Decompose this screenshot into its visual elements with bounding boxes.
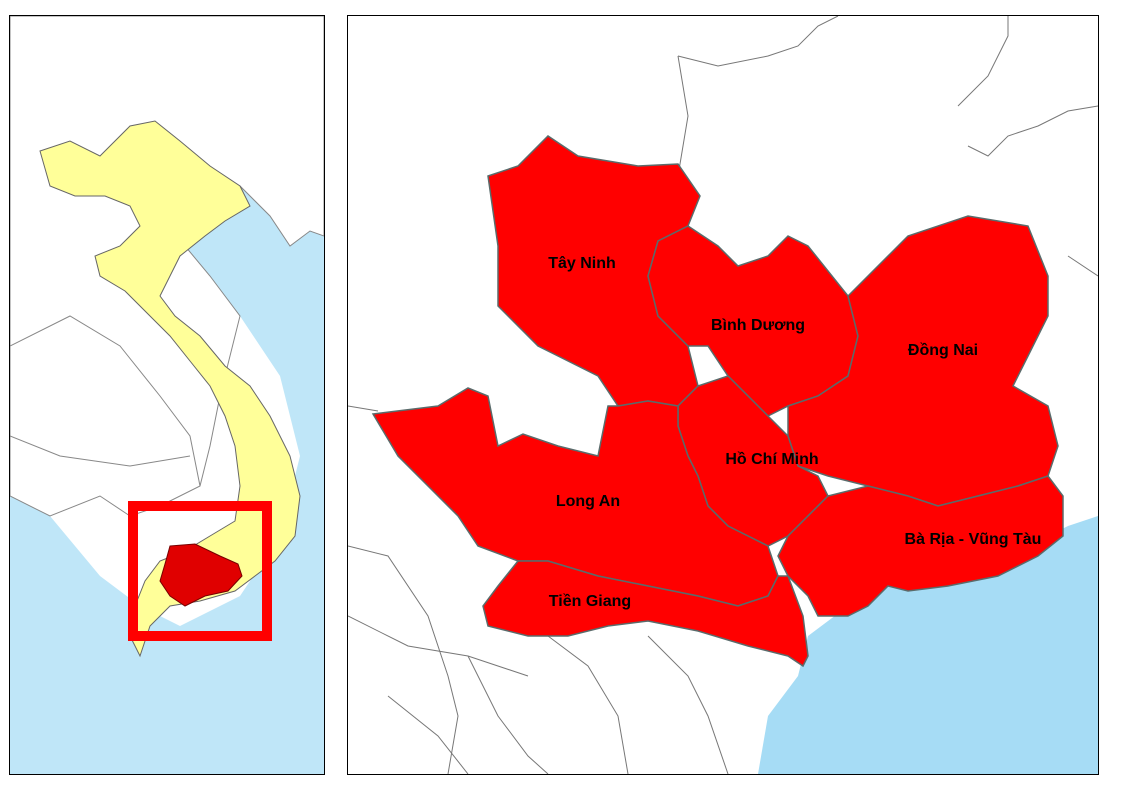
detail-map-panel: Tây Ninh Bình Dương Đồng Nai Hồ Chí Minh… [347, 15, 1099, 775]
overview-map-panel [9, 15, 325, 775]
inset-frame [128, 501, 272, 641]
overview-highlight-region [159, 543, 243, 607]
label-tay-ninh: Tây Ninh [548, 255, 616, 272]
detail-sea [758, 516, 1098, 774]
surrounding-boundaries [348, 16, 1098, 774]
label-dong-nai: Đồng Nai [908, 342, 978, 359]
label-long-an: Long An [556, 493, 620, 510]
label-tien-giang: Tiền Giang [549, 593, 631, 610]
label-ho-chi-minh: Hồ Chí Minh [725, 451, 818, 468]
label-ba-ria-vung-tau: Bà Rịa - Vũng Tàu [905, 531, 1042, 548]
detail-map: Tây Ninh Bình Dương Đồng Nai Hồ Chí Minh… [348, 16, 1098, 774]
highlighted-provinces [371, 135, 1064, 668]
vietnam-shape [39, 120, 301, 658]
label-binh-duong: Bình Dương [711, 317, 805, 334]
province-tien-giang [482, 560, 809, 668]
overview-sea [10, 176, 324, 774]
province-ba-ria-vung-tau [777, 475, 1064, 617]
overview-map [10, 16, 324, 774]
